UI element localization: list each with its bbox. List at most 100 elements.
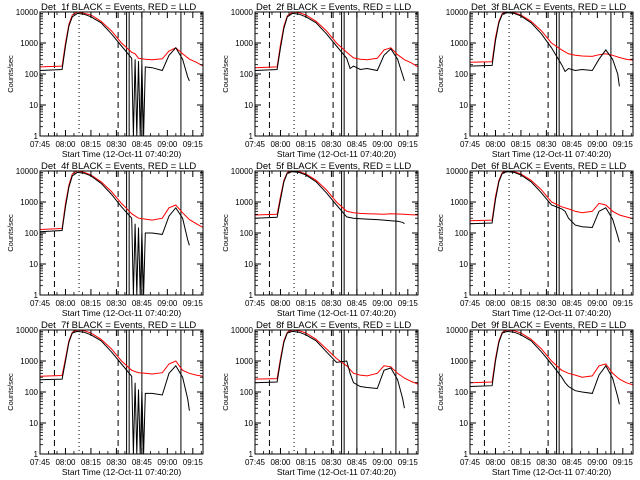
y-tick-label: 10: [29, 419, 38, 428]
series-line-events: [470, 171, 620, 243]
x-tick-label: 08:15: [296, 140, 317, 149]
panel-det-6: 1 10 100 1000 10000 07:45 08:00 08:15 08:30 08:45…: [436, 161, 634, 318]
y-tick-label: 1000: [450, 39, 468, 48]
panel-det-2: 1 10 100 1000 10000 07:45 08:00 08:15 08:30 08:45…: [221, 2, 419, 159]
panel-det-4: 1 10 100 1000 10000 07:45 08:00 08:15 08:30 08:45…: [6, 161, 204, 318]
x-tick-label: 07:45: [30, 140, 51, 149]
x-tick-label: 08:00: [270, 140, 291, 149]
x-tick-label: 09:00: [587, 458, 608, 467]
plot-frame: [254, 329, 419, 455]
x-tick-label: 09:00: [587, 299, 608, 308]
panel-title: Det_3f BLACK = Events, RED = LLD: [471, 2, 626, 13]
y-axis-label: Counts/sec: [221, 373, 230, 411]
x-tick-label: 08:15: [296, 458, 317, 467]
series-line-events: [255, 171, 405, 225]
x-axis-label: Start Time (12-Oct-11 07:40:20): [277, 308, 397, 318]
x-tick-label: 09:00: [157, 458, 178, 467]
x-tick-label: 08:45: [132, 299, 153, 308]
x-tick-label: 08:15: [296, 299, 317, 308]
plot-frame: [39, 329, 204, 455]
x-tick-label: 08:30: [321, 299, 342, 308]
y-tick-label: 1: [464, 291, 469, 300]
y-tick-label: 10000: [446, 167, 469, 176]
y-tick-label: 100: [455, 388, 469, 397]
x-tick-label: 08:45: [562, 458, 583, 467]
panel-title: Det_8f BLACK = Events, RED = LLD: [256, 320, 411, 331]
y-tick-label: 10000: [446, 326, 469, 335]
series-line-lld: [40, 12, 203, 68]
y-tick-label: 100: [25, 229, 39, 238]
x-tick-label: 08:30: [106, 140, 127, 149]
x-axis-label: Start Time (12-Oct-11 07:40:20): [277, 467, 397, 477]
y-tick-label: 100: [455, 70, 469, 79]
x-tick-label: 08:45: [347, 458, 368, 467]
x-tick-label: 08:45: [132, 140, 153, 149]
y-tick-label: 10000: [231, 8, 254, 17]
y-tick-label: 10: [244, 260, 253, 269]
x-tick-label: 08:45: [562, 299, 583, 308]
x-tick-label: 08:00: [485, 140, 506, 149]
series-line-events: [40, 330, 190, 454]
x-axis-label: Start Time (12-Oct-11 07:40:20): [62, 467, 182, 477]
y-tick-label: 10000: [16, 8, 39, 17]
x-tick-label: 08:00: [270, 299, 291, 308]
plot-frame: [469, 11, 634, 137]
series-line-lld: [255, 12, 418, 69]
series-line-events: [470, 330, 620, 405]
y-axis-label: Counts/sec: [6, 373, 15, 411]
panel-det-5: 1 10 100 1000 10000 07:45 08:00 08:15 08:30 08:45…: [221, 161, 419, 318]
panel-det-7: 1 10 100 1000 10000 07:45 08:00 08:15 08:30 08:45…: [6, 320, 204, 477]
y-tick-label: 10: [29, 260, 38, 269]
x-tick-label: 08:15: [511, 299, 532, 308]
y-tick-label: 10000: [231, 167, 254, 176]
y-axis-label: Counts/sec: [6, 214, 15, 252]
y-tick-label: 1000: [450, 357, 468, 366]
y-axis-label: Counts/sec: [221, 214, 230, 252]
y-tick-label: 100: [25, 70, 39, 79]
series-line-lld: [470, 12, 633, 63]
x-tick-label: 07:45: [460, 299, 481, 308]
x-tick-label: 08:30: [321, 140, 342, 149]
x-tick-label: 08:00: [55, 299, 76, 308]
panel-title: Det_5f BLACK = Events, RED = LLD: [256, 161, 411, 172]
series-line-events: [470, 12, 620, 87]
x-tick-label: 09:15: [183, 140, 204, 149]
x-tick-label: 09:15: [613, 299, 634, 308]
y-tick-label: 1000: [20, 39, 38, 48]
x-tick-label: 08:15: [511, 458, 532, 467]
x-tick-label: 09:15: [183, 299, 204, 308]
x-tick-label: 07:45: [245, 458, 266, 467]
panel-title: Det_1f BLACK = Events, RED = LLD: [41, 2, 196, 13]
x-tick-label: 09:15: [398, 458, 419, 467]
plot-frame: [39, 170, 204, 296]
x-tick-label: 08:30: [536, 299, 557, 308]
x-tick-label: 08:30: [536, 458, 557, 467]
x-tick-label: 09:15: [398, 299, 419, 308]
y-tick-label: 1000: [450, 198, 468, 207]
y-tick-label: 1000: [20, 357, 38, 366]
x-tick-label: 08:15: [81, 140, 102, 149]
x-tick-label: 09:15: [613, 458, 634, 467]
y-axis-label: Counts/sec: [436, 55, 445, 93]
y-tick-label: 100: [240, 70, 254, 79]
series-line-lld: [255, 330, 418, 385]
panel-title: Det_2f BLACK = Events, RED = LLD: [256, 2, 411, 13]
panel-det-1: 1 10 100 1000 10000 07:45 08:00 08:15 08:30 08:45…: [6, 2, 204, 159]
y-tick-label: 1: [464, 132, 469, 141]
panel-title: Det_6f BLACK = Events, RED = LLD: [471, 161, 626, 172]
panel-det-8: 1 10 100 1000 10000 07:45 08:00 08:15 08:30 08:45…: [221, 320, 419, 477]
y-tick-label: 10000: [16, 167, 39, 176]
y-tick-label: 1: [34, 450, 39, 459]
x-axis-label: Start Time (12-Oct-11 07:40:20): [62, 308, 182, 318]
y-tick-label: 1000: [20, 198, 38, 207]
x-tick-label: 07:45: [245, 140, 266, 149]
y-tick-label: 10000: [231, 326, 254, 335]
x-axis-label: Start Time (12-Oct-11 07:40:20): [62, 149, 182, 159]
plot-frame: [254, 170, 419, 296]
y-tick-label: 10: [459, 101, 468, 110]
y-tick-label: 10000: [16, 326, 39, 335]
series-line-lld: [255, 171, 418, 216]
x-tick-label: 09:00: [372, 299, 393, 308]
panel-det-9: 1 10 100 1000 10000 07:45 08:00 08:15 08:30 08:45…: [436, 320, 634, 477]
